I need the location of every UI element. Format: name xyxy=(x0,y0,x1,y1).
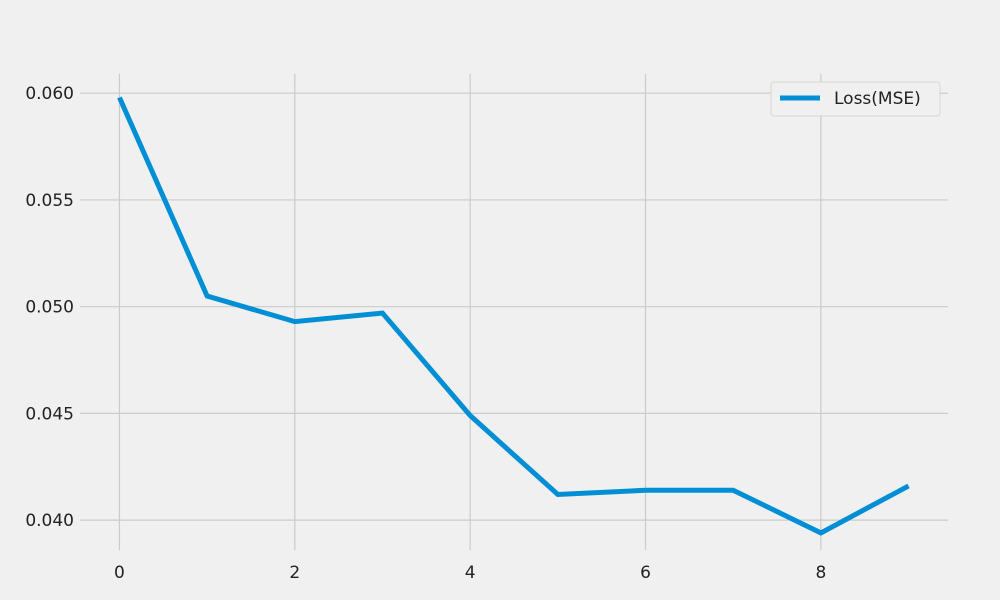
y-tick-label: 0.045 xyxy=(25,404,74,424)
x-tick-label: 8 xyxy=(815,563,826,583)
legend-label: Loss(MSE) xyxy=(834,89,921,109)
legend: Loss(MSE) xyxy=(770,81,941,117)
x-tick-label: 4 xyxy=(465,563,476,583)
axis-tick-labels: 0 2 4 6 8 0.040 0.045 0.050 0.055 0.060 xyxy=(25,84,826,583)
y-tick-label: 0.060 xyxy=(25,84,74,104)
y-tick-label: 0.050 xyxy=(25,298,74,318)
x-tick-label: 2 xyxy=(289,563,300,583)
x-tick-label: 0 xyxy=(114,563,125,583)
y-tick-label: 0.040 xyxy=(25,511,74,531)
legend-box xyxy=(770,81,941,117)
y-tick-label: 0.055 xyxy=(25,191,74,211)
series-lines xyxy=(117,96,910,536)
grid-lines xyxy=(80,74,948,550)
x-tick-label: 6 xyxy=(640,563,651,583)
series-line xyxy=(117,96,910,536)
